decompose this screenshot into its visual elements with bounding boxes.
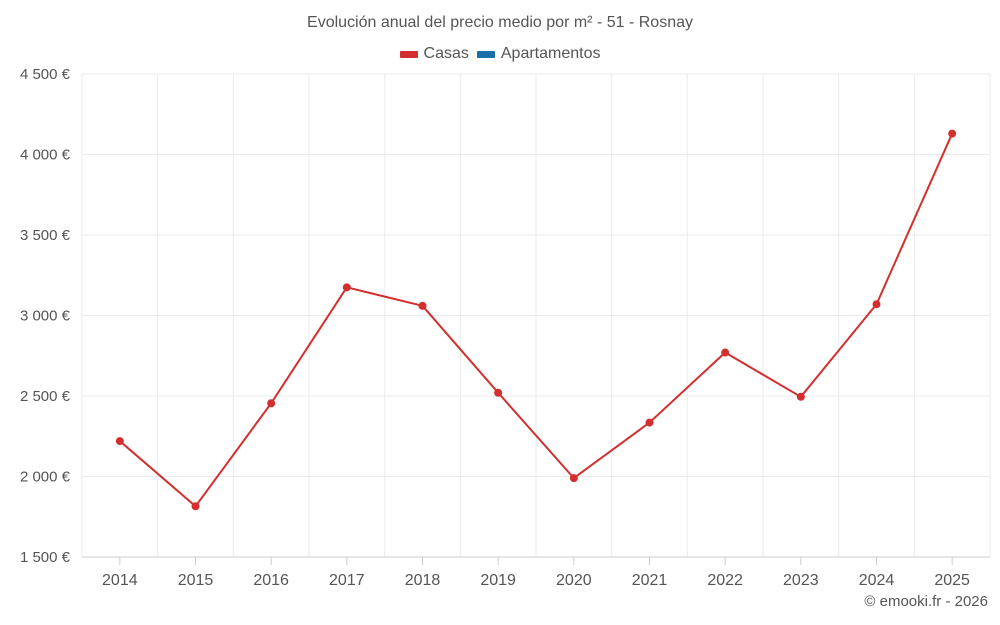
series-layer: [115, 129, 957, 511]
x-tick-label: 2024: [859, 572, 895, 589]
legend-label-casas: Casas: [423, 45, 469, 62]
legend-item-apartamentos[interactable]: Apartamentos: [476, 45, 601, 63]
data-point: [191, 502, 200, 511]
y-tick-label: 3 000 €: [20, 308, 71, 325]
legend: Casas Apartamentos: [0, 45, 1000, 63]
data-point: [948, 129, 957, 138]
data-point: [342, 283, 351, 292]
credit-text: © emooki.fr - 2026: [864, 593, 988, 610]
data-point: [115, 437, 124, 446]
y-tick-label: 2 500 €: [20, 388, 71, 405]
x-tick-label: 2018: [405, 572, 441, 589]
data-point: [872, 300, 881, 309]
legend-item-casas[interactable]: Casas: [399, 45, 469, 63]
x-axis: 2014 2015 2016 2017 2018 2019 2020 2021 2022 2023…: [82, 556, 990, 589]
x-tick-label: 2019: [480, 572, 516, 589]
x-tick-label: 2020: [556, 572, 592, 589]
data-point: [721, 348, 730, 357]
grid-lines: [81, 73, 991, 557]
x-tick-label: 2022: [707, 572, 743, 589]
data-point: [418, 301, 427, 310]
data-point: [645, 418, 654, 427]
data-point: [569, 474, 578, 483]
legend-label-apartamentos: Apartamentos: [500, 45, 601, 62]
y-tick-label: 2 000 €: [20, 469, 71, 486]
x-tick-label: 2015: [178, 572, 214, 589]
y-tick-label: 3 500 €: [20, 227, 71, 244]
data-point: [494, 388, 503, 397]
x-tick-label: 2023: [783, 572, 819, 589]
y-tick-label: 4 500 €: [20, 66, 71, 83]
y-axis: 1 500 € 2 000 € 2 500 € 3 000 € 3 500 € 4 000…: [20, 66, 71, 566]
x-tick-label: 2014: [102, 572, 138, 589]
x-tick-label: 2016: [253, 572, 289, 589]
legend-swatch-apartamentos: [476, 50, 495, 58]
x-tick-label: 2017: [329, 572, 365, 589]
data-point: [796, 392, 805, 401]
legend-swatch-casas: [399, 50, 418, 58]
y-tick-label: 1 500 €: [20, 549, 71, 566]
chart-title: Evolución anual del precio medio por m² …: [307, 14, 693, 31]
x-tick-label: 2025: [934, 572, 970, 589]
series-line: [119, 133, 954, 508]
y-tick-label: 4 000 €: [20, 147, 71, 164]
data-point: [267, 399, 276, 408]
x-tick-label: 2021: [632, 572, 668, 589]
